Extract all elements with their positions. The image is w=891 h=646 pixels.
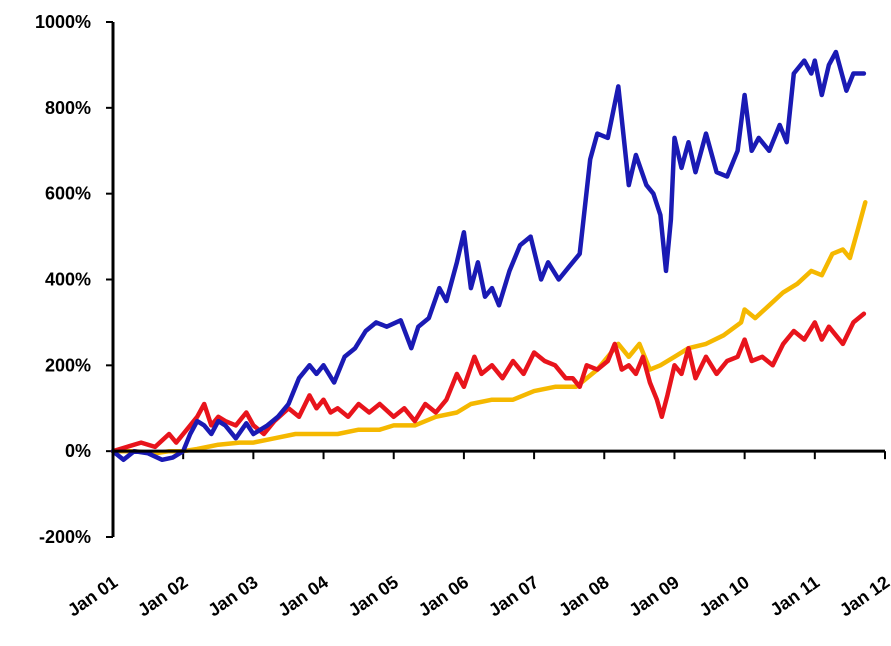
x-tick-label: Jan 07 (485, 572, 542, 621)
x-tick-label: Jan 03 (204, 572, 261, 621)
y-axis-ticks: -200% 0% 200% 400% 600% 800% 1000% (35, 12, 113, 547)
x-tick-label: Jan 11 (767, 572, 824, 620)
x-tick-label: Jan 04 (274, 572, 331, 621)
y-tick-label: 800% (45, 98, 91, 118)
x-tick-label: Jan 12 (836, 572, 891, 621)
series-line (110, 200, 868, 456)
series-layer (110, 49, 868, 463)
x-tick-label: Jan 08 (555, 572, 612, 621)
x-tick-label: Jan 06 (415, 572, 472, 621)
x-axis-ticks: Jan 01 Jan 02 Jan 03 Jan 04 Jan 05 Jan 06 Jan … (64, 451, 891, 620)
y-tick-label: 1000% (35, 12, 91, 32)
x-tick-label: Jan 05 (345, 572, 402, 621)
y-tick-label: 200% (45, 355, 91, 375)
y-tick-label: 0% (65, 441, 91, 461)
x-tick-label: Jan 02 (134, 572, 191, 621)
x-tick-label: Jan 01 (64, 572, 121, 621)
x-tick-label: Jan 09 (625, 572, 682, 621)
y-tick-label: 400% (45, 270, 91, 290)
y-tick-label: -200% (39, 527, 91, 547)
x-tick-label: Jan 10 (696, 572, 753, 621)
series-line (110, 49, 867, 463)
series-line (110, 311, 867, 454)
y-tick-label: 600% (45, 184, 91, 204)
